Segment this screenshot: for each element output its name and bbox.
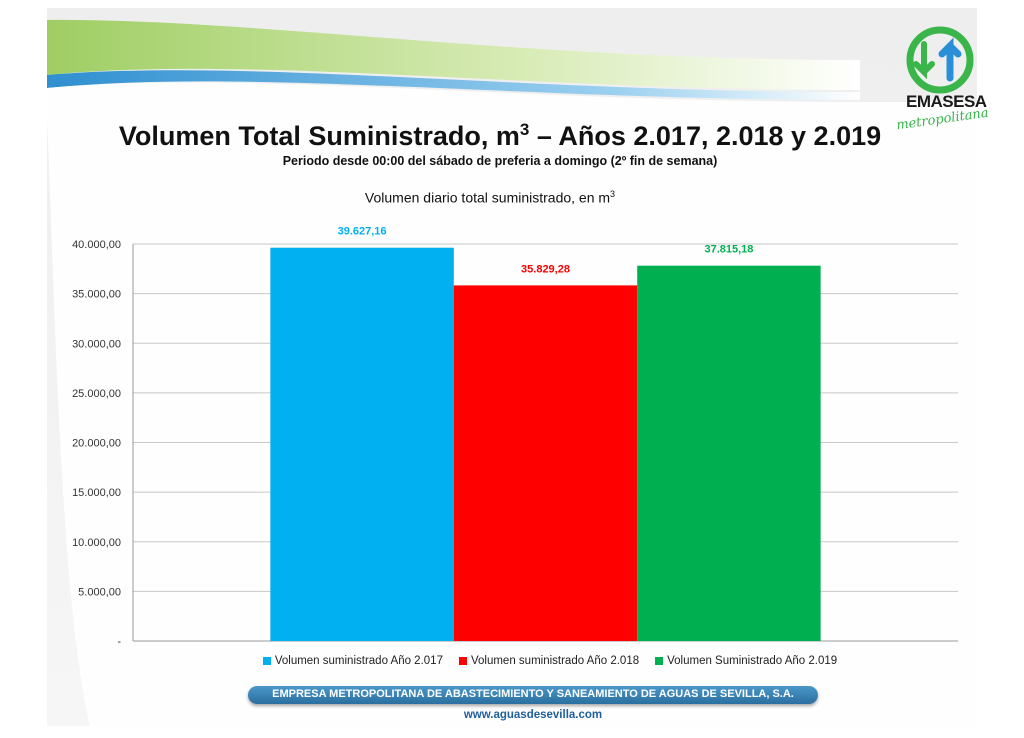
page-title-superscript: 3 [519, 120, 530, 139]
page-title-main: Volumen Total Suministrado, m [118, 121, 520, 151]
emasesa-logo [906, 26, 974, 94]
chart-title: Volumen diario total suministrado, en m3 [240, 189, 740, 206]
legend-swatch [458, 657, 467, 665]
bar-value-label: 35.829,28 [521, 263, 570, 275]
y-tick-label: 30.000,00 [72, 338, 121, 350]
legend-label: Volumen suministrado Año 2.017 [274, 655, 443, 667]
y-tick-label: 35.000,00 [72, 289, 121, 301]
chart-title-main: Volumen diario total suministrado, en m [364, 189, 611, 206]
y-tick-label: - [117, 636, 121, 648]
page-title: Volumen Total Suministrado, m3 – Años 2.… [100, 120, 900, 152]
chart-legend: Volumen suministrado Año 2.017 Volumen su… [200, 655, 900, 667]
bar-value-labels: 39.627,16 35.829,28 37.815,18 [338, 226, 754, 276]
footer-company: EMPRESA METROPOLITANA DE ABASTECIMIENTO … [272, 688, 794, 700]
bar-2 [453, 285, 638, 641]
chart-title-superscript: 3 [610, 189, 616, 199]
y-tick-label: 20.000,00 [72, 438, 121, 450]
bars [270, 247, 821, 641]
legend-swatch [262, 657, 271, 665]
footer-url[interactable]: www.aguasdesevilla.com [463, 709, 603, 721]
y-tick-label: 5.000,00 [78, 586, 121, 598]
green-swoosh [47, 19, 860, 91]
page-title-rest: – Años 2.017, 2.018 y 2.019 [529, 121, 882, 151]
legend-item: Volumen Suministrado Año 2.019 [655, 655, 837, 667]
legend-label: Volumen suministrado Año 2.018 [470, 655, 640, 667]
bar-value-label: 37.815,18 [704, 244, 753, 256]
y-tick-label: 10.000,00 [72, 537, 121, 549]
y-tick-label: 40.000,00 [72, 239, 121, 251]
brand-name: EMASESA [906, 92, 987, 111]
blue-swoosh [47, 70, 860, 100]
bar-3 [637, 265, 821, 641]
legend-item: Volumen suministrado Año 2.017 [262, 655, 443, 667]
page-subtitle: Periodo desde 00:00 del sábado de prefer… [282, 154, 718, 168]
y-axis-labels: - 5.000,00 10.000,00 15.000,00 20.000,00 25.0… [72, 239, 121, 648]
bar-1 [270, 247, 454, 641]
y-tick-label: 15.000,00 [72, 487, 121, 499]
bar-value-label: 39.627,16 [338, 226, 387, 238]
footer-bar [248, 686, 818, 704]
legend-swatch [655, 657, 664, 665]
legend-label: Volumen Suministrado Año 2.019 [667, 655, 838, 667]
legend-item: Volumen suministrado Año 2.018 [458, 655, 640, 667]
y-tick-label: 25.000,00 [72, 388, 121, 400]
